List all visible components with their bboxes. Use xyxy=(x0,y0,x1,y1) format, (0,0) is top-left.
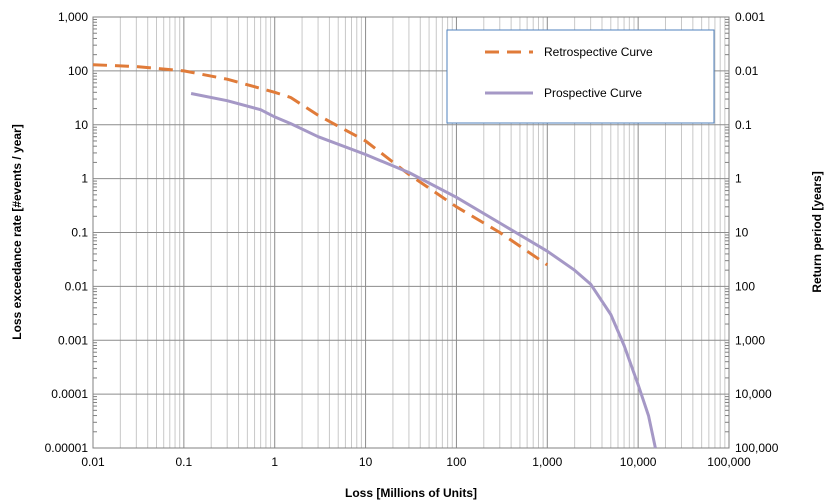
plot-area-border xyxy=(92,16,730,449)
series-layer xyxy=(92,63,657,449)
y-tick-label: 100 xyxy=(68,64,88,78)
y-axis-ticks: 1,000 100 10 1 0.1 0.01 0.001 0.0001 0.00001 xyxy=(45,10,89,455)
series-line-prospective xyxy=(190,92,657,449)
y2-tick-label: 100,000 xyxy=(735,441,779,455)
y2-tick-label: 1 xyxy=(735,172,742,186)
legend-box xyxy=(446,29,715,124)
x-tick-label: 10 xyxy=(359,455,373,469)
y-tick-label: 0.01 xyxy=(65,279,89,293)
y-tick-label: 0.001 xyxy=(58,333,88,347)
y-tick-label: 1 xyxy=(81,172,88,186)
x-tick-label: 100 xyxy=(446,455,466,469)
x-tick-label: 10,000 xyxy=(620,455,657,469)
y2-axis-title: Return period [years] xyxy=(810,171,824,292)
grid-lines xyxy=(92,17,729,449)
x-axis-ticks: 0.01 0.1 1 10 100 1,000 10,000 100,000 xyxy=(81,455,751,469)
y-tick-label: 0.1 xyxy=(71,226,88,240)
x-tick-label: 1 xyxy=(271,455,278,469)
x-tick-label: 100,000 xyxy=(707,455,751,469)
series-line-retrospective xyxy=(92,63,549,267)
y-axis-title: Loss exceedance rate [#events / year] xyxy=(10,124,24,339)
legend: Retrospective Curve Prospective Curve xyxy=(446,29,715,124)
y2-tick-label: 0.01 xyxy=(735,64,759,78)
y-tick-label: 1,000 xyxy=(58,10,88,24)
y-tick-label: 10 xyxy=(75,118,89,132)
y2-tick-label: 10,000 xyxy=(735,387,772,401)
x-tick-label: 1,000 xyxy=(532,455,562,469)
y2-tick-label: 100 xyxy=(735,279,755,293)
x-axis-title: Loss [Millions of Units] xyxy=(345,486,477,500)
x-tick-label: 0.1 xyxy=(176,455,193,469)
y2-axis-ticks: 0.001 0.01 0.1 1 10 100 1,000 10,000 100,000 xyxy=(735,10,779,455)
y-tick-label: 0.0001 xyxy=(51,387,88,401)
y2-tick-label: 0.001 xyxy=(735,10,765,24)
legend-label-prospective: Prospective Curve xyxy=(544,86,642,100)
x-tick-label: 0.01 xyxy=(81,455,105,469)
y2-tick-label: 0.1 xyxy=(735,118,752,132)
legend-label-retrospective: Retrospective Curve xyxy=(544,45,653,59)
y-tick-label: 0.00001 xyxy=(45,441,89,455)
y2-tick-label: 10 xyxy=(735,226,749,240)
y2-tick-label: 1,000 xyxy=(735,333,765,347)
